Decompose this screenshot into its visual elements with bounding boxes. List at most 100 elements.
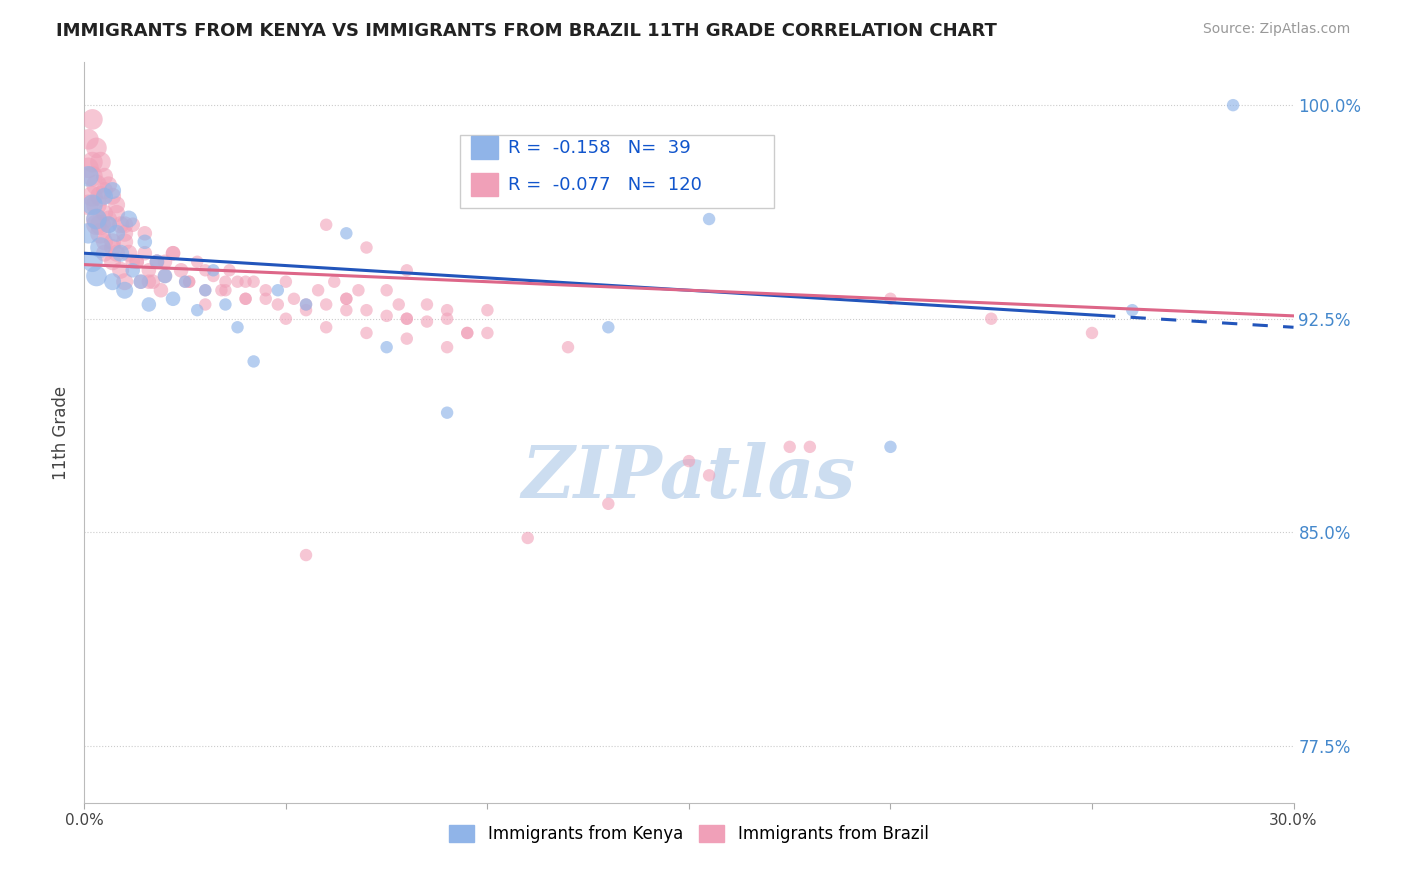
Point bbox=[129, 275, 152, 289]
Point bbox=[86, 178, 108, 192]
Point bbox=[153, 254, 176, 268]
Point bbox=[86, 268, 108, 283]
Point bbox=[138, 275, 160, 289]
Point bbox=[105, 246, 128, 260]
Point bbox=[307, 283, 329, 297]
Point bbox=[82, 254, 104, 268]
Point bbox=[174, 275, 197, 289]
Point bbox=[114, 275, 136, 289]
Text: IMMIGRANTS FROM KENYA VS IMMIGRANTS FROM BRAZIL 11TH GRADE CORRELATION CHART: IMMIGRANTS FROM KENYA VS IMMIGRANTS FROM… bbox=[56, 22, 997, 40]
Text: ZIPatlas: ZIPatlas bbox=[522, 442, 856, 513]
FancyBboxPatch shape bbox=[460, 135, 773, 209]
Point bbox=[283, 292, 305, 306]
Point bbox=[179, 275, 201, 289]
Point bbox=[121, 254, 143, 268]
Point bbox=[416, 297, 439, 311]
Point bbox=[335, 292, 357, 306]
Point bbox=[516, 531, 538, 545]
Point bbox=[226, 275, 249, 289]
Point bbox=[436, 406, 458, 420]
Point bbox=[134, 235, 156, 249]
Point bbox=[82, 155, 104, 169]
Point bbox=[295, 297, 318, 311]
Point bbox=[153, 268, 176, 283]
Point bbox=[186, 303, 208, 318]
Point bbox=[82, 112, 104, 127]
Point bbox=[436, 311, 458, 326]
Point bbox=[375, 283, 398, 297]
Point bbox=[194, 283, 217, 297]
Point bbox=[101, 184, 124, 198]
Point bbox=[146, 254, 169, 268]
Point bbox=[162, 246, 184, 260]
Bar bbox=[471, 136, 498, 159]
Point bbox=[110, 263, 132, 277]
Point bbox=[97, 212, 120, 227]
Point bbox=[267, 297, 290, 311]
Point bbox=[1121, 303, 1143, 318]
Point bbox=[86, 212, 108, 227]
Point bbox=[335, 303, 357, 318]
Point bbox=[315, 320, 337, 334]
Point bbox=[235, 292, 257, 306]
Point bbox=[82, 169, 104, 184]
Point bbox=[194, 297, 217, 311]
Point bbox=[114, 283, 136, 297]
Point bbox=[162, 246, 184, 260]
Point bbox=[315, 218, 337, 232]
Point bbox=[879, 440, 901, 454]
Point bbox=[356, 326, 378, 340]
Point bbox=[375, 309, 398, 323]
Point bbox=[170, 263, 193, 277]
Point bbox=[93, 246, 115, 260]
Point bbox=[557, 340, 579, 354]
Point bbox=[799, 440, 821, 454]
Point bbox=[274, 311, 297, 326]
Point bbox=[295, 548, 318, 562]
Point bbox=[93, 206, 115, 220]
Point bbox=[436, 340, 458, 354]
Point bbox=[226, 320, 249, 334]
Point bbox=[110, 218, 132, 232]
Point bbox=[477, 303, 499, 318]
Point bbox=[395, 311, 418, 326]
Point bbox=[242, 354, 264, 368]
Point bbox=[214, 283, 236, 297]
Point bbox=[110, 246, 132, 260]
Point bbox=[416, 314, 439, 328]
Point bbox=[242, 275, 264, 289]
Point bbox=[598, 320, 620, 334]
Point bbox=[77, 198, 100, 212]
Point bbox=[121, 218, 143, 232]
Point bbox=[77, 161, 100, 175]
Point bbox=[101, 254, 124, 268]
Point bbox=[395, 263, 418, 277]
Point bbox=[82, 198, 104, 212]
Point bbox=[375, 340, 398, 354]
Point bbox=[134, 246, 156, 260]
Point bbox=[980, 311, 1002, 326]
Point bbox=[218, 263, 240, 277]
Point bbox=[153, 268, 176, 283]
Point bbox=[267, 283, 290, 297]
Y-axis label: 11th Grade: 11th Grade bbox=[52, 385, 70, 480]
Point bbox=[138, 297, 160, 311]
Point bbox=[114, 227, 136, 241]
Point bbox=[125, 254, 148, 268]
Point bbox=[86, 218, 108, 232]
Point bbox=[214, 297, 236, 311]
Point bbox=[77, 169, 100, 184]
Point bbox=[105, 227, 128, 241]
Point bbox=[395, 311, 418, 326]
Point bbox=[347, 283, 370, 297]
Point bbox=[477, 326, 499, 340]
Point bbox=[89, 241, 111, 255]
Point bbox=[93, 169, 115, 184]
Point bbox=[254, 283, 277, 297]
Point bbox=[335, 227, 357, 241]
Point bbox=[93, 235, 115, 249]
Point bbox=[179, 275, 201, 289]
Point bbox=[456, 326, 478, 340]
Legend: Immigrants from Kenya, Immigrants from Brazil: Immigrants from Kenya, Immigrants from B… bbox=[443, 819, 935, 850]
Point bbox=[77, 132, 100, 146]
